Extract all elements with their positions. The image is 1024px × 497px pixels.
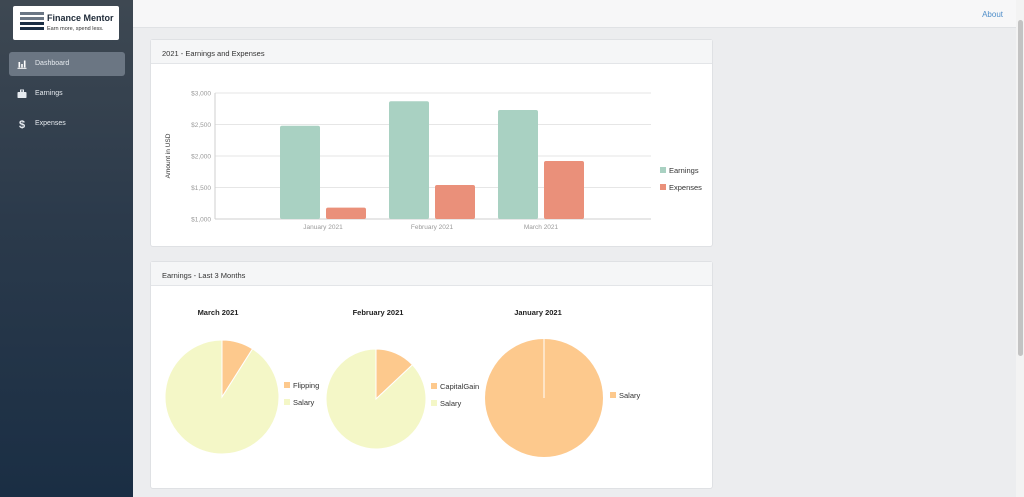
- app-title: Finance Mentor: [47, 13, 114, 23]
- app-tagline: Earn more, spend less.: [47, 26, 104, 32]
- bar-earnings: [280, 125, 320, 219]
- app-logo[interactable]: Finance Mentor Earn more, spend less.: [13, 6, 119, 40]
- legend-swatch: [431, 383, 437, 389]
- sidebar-item-label: Dashboard: [35, 60, 70, 67]
- legend-swatch: [431, 400, 437, 406]
- pie-slice: [325, 348, 427, 450]
- y-tick-label: $2,000: [191, 154, 211, 161]
- legend-label: CapitalGain: [440, 382, 479, 391]
- y-tick-label: $3,000: [191, 91, 211, 98]
- pie-slice: [164, 339, 280, 455]
- logo-mark-icon: [20, 12, 44, 33]
- bar-earnings: [389, 101, 429, 219]
- sidebar-item-label: Expenses: [35, 120, 66, 127]
- legend-label: Earnings: [669, 166, 699, 175]
- svg-text:$: $: [19, 119, 25, 129]
- sidebar-item-expenses[interactable]: $ Expenses: [9, 112, 125, 136]
- y-axis-label: Amount in USD: [165, 133, 172, 178]
- earnings-expenses-card: 2021 - Earnings and Expenses $1,000 $1,50…: [150, 39, 713, 247]
- bar-expenses: [544, 161, 584, 219]
- x-tick-label: January 2021: [303, 224, 343, 231]
- legend-swatch: [660, 167, 666, 173]
- top-bar: About: [133, 0, 1024, 28]
- pie-title: February 2021: [353, 308, 404, 317]
- legend-label: Expenses: [669, 183, 702, 192]
- briefcase-icon: [17, 89, 27, 98]
- earnings-pie-charts: March 2021 Flipping Salary February 2021 Cap…: [164, 308, 641, 457]
- y-tick-label: $1,500: [191, 185, 211, 192]
- card-title: 2021 - Earnings and Expenses: [151, 40, 712, 64]
- x-tick-label: March 2021: [524, 224, 559, 231]
- scrollbar[interactable]: [1016, 0, 1024, 497]
- about-link[interactable]: About: [982, 10, 1003, 19]
- y-tick-label: $2,500: [191, 122, 211, 129]
- legend-swatch: [610, 392, 616, 398]
- bar-chart-icon: [17, 60, 27, 69]
- legend-swatch: [284, 399, 290, 405]
- pie-title: March 2021: [198, 308, 239, 317]
- legend-label: Flipping: [293, 381, 319, 390]
- bar-expenses: [435, 184, 475, 219]
- legend-swatch: [284, 382, 290, 388]
- dollar-icon: $: [19, 119, 25, 129]
- earnings-last-3-months-card: Earnings - Last 3 Months March 2021 Flipp…: [150, 261, 713, 489]
- sidebar-item-earnings[interactable]: Earnings: [9, 82, 125, 106]
- sidebar-item-dashboard[interactable]: Dashboard: [9, 52, 125, 76]
- sidebar-item-label: Earnings: [35, 90, 63, 97]
- x-tick-label: February 2021: [411, 224, 454, 231]
- legend-label: Salary: [293, 398, 315, 407]
- bar-earnings: [498, 110, 538, 219]
- card-title: Earnings - Last 3 Months: [151, 262, 712, 286]
- scrollbar-thumb[interactable]: [1018, 20, 1023, 356]
- sidebar: Finance Mentor Earn more, spend less. Da…: [0, 0, 133, 497]
- legend-label: Salary: [619, 391, 641, 400]
- legend-swatch: [660, 184, 666, 190]
- y-tick-label: $1,000: [191, 217, 211, 224]
- earnings-expenses-bar-chart: $1,000 $1,500 $2,000 $2,500 $3,000 Amount in …: [165, 91, 702, 232]
- legend-label: Salary: [440, 399, 462, 408]
- bar-expenses: [326, 207, 366, 219]
- pie-title: January 2021: [514, 308, 562, 317]
